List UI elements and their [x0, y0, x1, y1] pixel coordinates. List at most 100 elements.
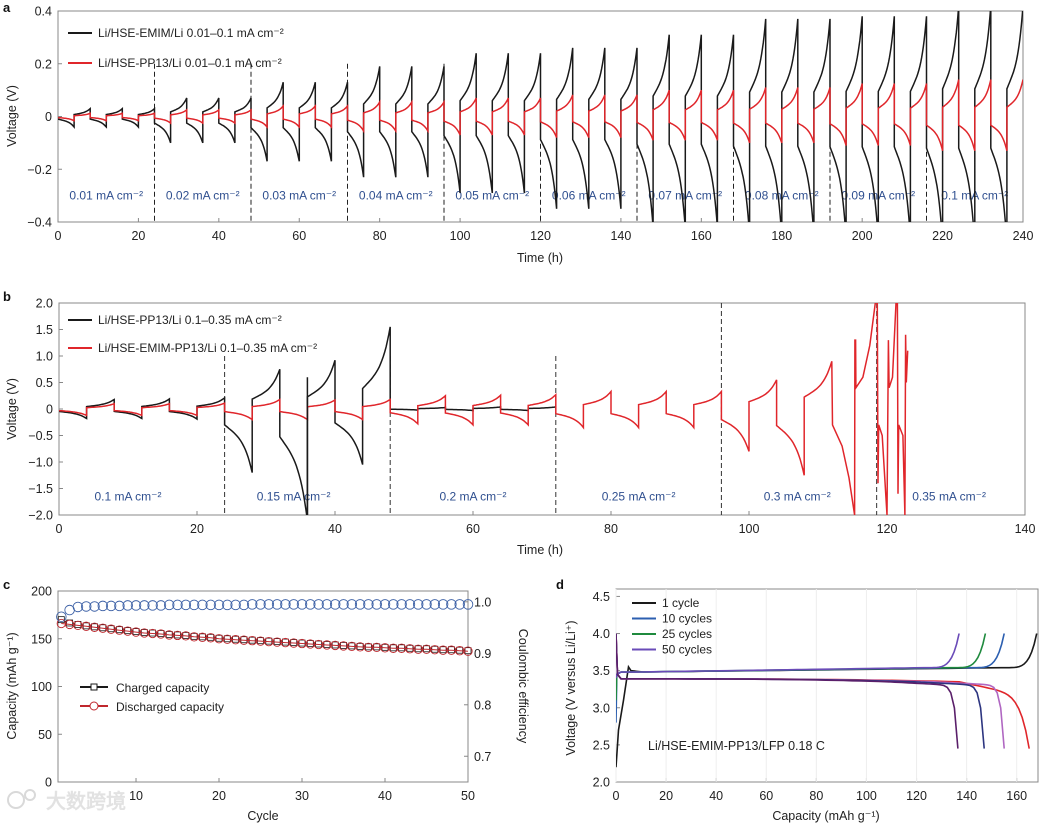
coulombic-efficiency-point: [230, 599, 241, 611]
coulombic-efficiency-point: [205, 599, 216, 611]
coulombic-efficiency-point: [437, 599, 449, 610]
coulombic-efficiency-point: [454, 599, 465, 610]
legend-label: Charged capacity: [116, 681, 209, 695]
coulombic-efficiency-point: [89, 601, 100, 612]
y-tick-label: 4.0: [593, 627, 610, 641]
series-line-emim-pp13: [59, 303, 909, 515]
coulombic-efficiency-point: [172, 599, 183, 611]
x-tick-label: 60: [466, 522, 480, 536]
coulombic-efficiency-point: [97, 600, 109, 612]
x-tick-label: 200: [852, 229, 873, 243]
coulombic-efficiency-point: [263, 599, 275, 610]
discharge-curve: [616, 633, 959, 749]
segment-label: 0.2 mA cm⁻²: [439, 489, 506, 503]
x-tick-label: 140: [956, 789, 977, 803]
y-tick-label: 200: [31, 585, 52, 599]
x-tick-label: 100: [450, 229, 471, 243]
coulombic-efficiency-point: [429, 599, 441, 610]
coulombic-efficiency-point: [346, 599, 358, 610]
watermark-logo-icon: [7, 791, 25, 809]
coulombic-efficiency-point: [222, 599, 233, 611]
segment-label: 0.05 mA cm⁻²: [455, 189, 529, 203]
y-right-tick-label: 1.0: [474, 595, 491, 609]
y-tick-label: −1.5: [28, 482, 53, 496]
y-tick-label: 2.0: [593, 776, 610, 790]
panel-b-voltage-profile: 0 20 40 60 80 100 120 140 −2.0 −1.5 −1.0 −0.5 0 0.5 1.…: [28, 297, 1035, 537]
x-tick-label: 80: [604, 522, 618, 536]
legend-label: 10 cycles: [662, 612, 712, 626]
series-line-emim: [58, 11, 1023, 222]
watermark-logo-icon: [24, 789, 36, 801]
y-tick-label: 3.5: [593, 664, 610, 678]
x-tick-label: 40: [212, 229, 226, 243]
panel-c-xlabel: Cycle: [247, 809, 278, 823]
x-tick-label: 160: [1006, 789, 1027, 803]
x-tick-label: 120: [877, 522, 898, 536]
coulombic-efficiency-point: [329, 599, 341, 610]
y-tick-label: 150: [31, 632, 52, 646]
coulombic-efficiency-point: [462, 599, 474, 610]
x-tick-label: 0: [56, 522, 63, 536]
panel-d-ylabel: Voltage (V versus Li/Li⁺): [564, 620, 578, 755]
legend-label: Discharged capacity: [116, 700, 224, 714]
coulombic-efficiency-point: [388, 599, 399, 610]
x-tick-label: 120: [906, 789, 927, 803]
discharged-capacity-point: [463, 646, 473, 656]
y-tick-label: −0.4: [27, 216, 52, 230]
legend-label: 50 cycles: [662, 643, 712, 657]
legend-label: 1 cycle: [662, 596, 700, 610]
coulombic-efficiency-point: [396, 599, 407, 610]
charge-curve: [616, 633, 960, 679]
segment-label: 0.1 mA cm⁻²: [94, 489, 161, 503]
y-tick-label: 3.0: [593, 701, 610, 715]
watermark-text: 大数跨境: [46, 789, 126, 813]
panel-label-d: d: [556, 577, 564, 592]
segment-label: 0.04 mA cm⁻²: [359, 189, 433, 203]
x-tick-label: 120: [530, 229, 551, 243]
series-line-pp13: [58, 79, 1023, 152]
x-tick-label: 220: [932, 229, 953, 243]
segment-label: 0.01 mA cm⁻²: [69, 189, 143, 203]
panel-a-xlabel: Time (h): [517, 251, 563, 265]
coulombic-efficiency-point: [446, 599, 457, 610]
y-right-tick-label: 0.8: [474, 698, 491, 712]
y-tick-label: 1.0: [36, 350, 53, 364]
legend-label: Li/HSE-EMIM/Li 0.01–0.1 mA cm⁻²: [98, 26, 284, 40]
coulombic-efficiency-point: [139, 600, 150, 611]
x-tick-label: 140: [1015, 522, 1036, 536]
coulombic-efficiency-point: [197, 599, 208, 611]
x-tick-label: 240: [1013, 229, 1034, 243]
x-tick-label: 10: [129, 789, 143, 803]
plot-frame: [58, 302, 1026, 516]
x-tick-label: 40: [709, 789, 723, 803]
segment-label: 0.02 mA cm⁻²: [166, 189, 240, 203]
coulombic-efficiency-point: [122, 600, 133, 611]
panel-c-ylabel-right: Coulombic efficiency: [516, 629, 530, 744]
y-tick-label: −0.2: [27, 163, 52, 177]
x-tick-label: 20: [131, 229, 145, 243]
x-tick-label: 50: [461, 789, 475, 803]
coulombic-efficiency-point: [72, 601, 84, 613]
coulombic-efficiency-point: [421, 599, 432, 610]
y-tick-label: 0: [45, 110, 52, 124]
segment-label: 0.25 mA cm⁻²: [602, 489, 676, 503]
x-tick-label: 20: [190, 522, 204, 536]
legend-label: Li/HSE-PP13/Li 0.1–0.35 mA cm⁻²: [98, 313, 282, 327]
coulombic-efficiency-point: [147, 600, 158, 611]
panel-c-ylabel: Capacity (mAh g⁻¹): [5, 632, 19, 739]
coulombic-efficiency-point: [163, 599, 175, 611]
x-tick-label: 40: [378, 789, 392, 803]
y-tick-label: 1.5: [36, 323, 53, 337]
y-tick-label: −2.0: [28, 509, 53, 523]
y-tick-label: 0: [45, 776, 52, 790]
panel-label-c: c: [3, 577, 10, 592]
coulombic-efficiency-point: [280, 599, 291, 610]
coulombic-efficiency-point: [321, 599, 333, 610]
legend-label: 25 cycles: [662, 627, 712, 641]
charged-capacity-point: [423, 645, 430, 653]
y-tick-label: 0.2: [35, 57, 52, 71]
coulombic-efficiency-point: [354, 599, 366, 610]
segment-label: 0.3 mA cm⁻²: [764, 489, 831, 503]
coulombic-efficiency-point: [296, 599, 308, 610]
